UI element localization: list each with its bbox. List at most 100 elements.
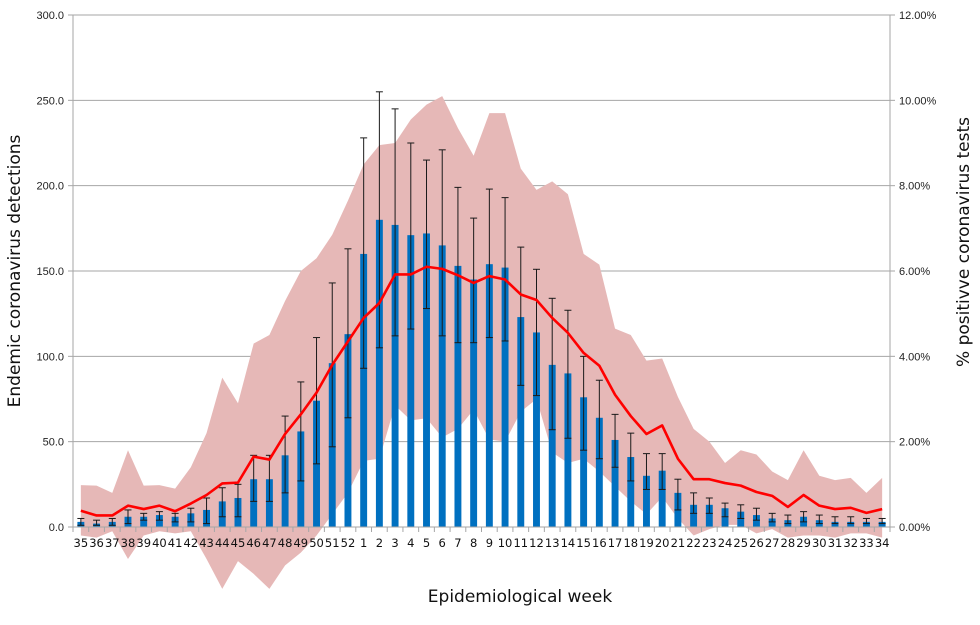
bar (580, 397, 588, 527)
bar (517, 317, 525, 527)
y-tick-label: 300.0 (36, 10, 64, 22)
x-tick-label: 14 (561, 536, 576, 550)
x-tick-label: 21 (671, 536, 686, 550)
x-tick-label: 28 (781, 536, 796, 550)
x-tick-label: 43 (199, 536, 214, 550)
detection-error-bars (77, 91, 886, 526)
bar (627, 457, 635, 527)
x-tick-label: 40 (152, 536, 167, 550)
y2-tick-label: 10.00% (899, 95, 937, 107)
bar (752, 515, 760, 527)
x-tick-label: 46 (246, 536, 261, 550)
x-tick-label: 31 (828, 536, 843, 550)
x-tick-label: 13 (545, 536, 560, 550)
x-tick-label: 10 (498, 536, 513, 550)
x-tick-label: 41 (168, 536, 183, 550)
bar (501, 267, 509, 527)
bar (454, 265, 462, 527)
x-tick-label: 39 (136, 536, 151, 550)
x-tick-label: 34 (875, 536, 890, 550)
y-tick-label: 0.0 (49, 522, 64, 534)
x-tick-label: 25 (733, 536, 748, 550)
x-tick-label: 19 (639, 536, 654, 550)
bar (595, 417, 603, 527)
bar (360, 253, 368, 527)
bar (658, 470, 666, 527)
x-tick-label: 27 (765, 536, 780, 550)
right-axis-ticks: 0.00% 2.00% 4.00% 6.00% 8.00% 10.00% 12.00% (890, 10, 937, 534)
x-tick-label: 48 (278, 536, 293, 550)
y-tick-label: 200.0 (36, 181, 64, 193)
x-tick-label: 24 (718, 536, 733, 550)
x-tick-label: 32 (843, 536, 858, 550)
bar (878, 521, 886, 527)
x-tick-label: 3 (391, 536, 398, 550)
bar (533, 332, 540, 527)
bar (265, 479, 273, 527)
x-tick-label: 20 (655, 536, 670, 550)
x-tick-label: 47 (262, 536, 277, 550)
x-tick-label: 16 (592, 536, 607, 550)
x-tick-label: 50 (309, 536, 324, 550)
bar (391, 224, 399, 528)
x-tick-label: 51 (325, 536, 340, 550)
bar (690, 504, 698, 527)
bar (485, 264, 493, 527)
bar (705, 504, 713, 527)
y2-axis-title: % positivve coronavirus tests (954, 117, 974, 367)
bar (470, 279, 478, 527)
bar (344, 334, 352, 527)
x-tick-label: 33 (859, 536, 874, 550)
x-tick-label: 4 (407, 536, 414, 550)
x-tick-label: 9 (486, 536, 493, 550)
y-tick-label: 150.0 (36, 266, 64, 278)
y2-tick-label: 8.00% (899, 181, 930, 193)
y2-tick-label: 4.00% (899, 351, 930, 363)
y-tick-label: 250.0 (36, 95, 64, 107)
y2-tick-label: 12.00% (899, 10, 937, 22)
bar (140, 516, 148, 527)
x-tick-label: 38 (121, 536, 136, 550)
left-axis-ticks: 0.0 50.0 100.0 150.0 200.0 250.0 300.0 (36, 10, 73, 534)
x-tick-label: 37 (105, 536, 120, 550)
bar (375, 219, 383, 528)
x-tick-label: 17 (608, 536, 623, 550)
x-tick-label: 2 (376, 536, 383, 550)
bar (862, 521, 870, 527)
x-axis-ticks: 35 36 37 38 39 40 41 42 43 44 45 46 47 48 49 50 51 52 1 2 3 4… (72, 527, 891, 550)
y-axis-title: Endemic coronavirus detections (5, 135, 25, 408)
y2-tick-label: 2.00% (899, 437, 930, 449)
bar (423, 233, 430, 527)
y2-tick-label: 6.00% (899, 266, 930, 278)
x-tick-label: 44 (215, 536, 230, 550)
x-tick-label: 49 (293, 536, 308, 550)
y-tick-label: 100.0 (36, 351, 64, 363)
x-tick-label: 23 (702, 536, 717, 550)
x-tick-label: 15 (576, 536, 591, 550)
bar (721, 508, 729, 527)
x-tick-label: 36 (89, 536, 104, 550)
x-tick-label: 45 (231, 536, 246, 550)
x-tick-label: 18 (623, 536, 638, 550)
bar (847, 521, 855, 527)
x-tick-label: 5 (423, 536, 430, 550)
x-axis-title: Epidemiological week (428, 587, 613, 607)
x-tick-label: 7 (454, 536, 461, 550)
x-tick-label: 35 (74, 536, 89, 550)
x-tick-label: 42 (184, 536, 199, 550)
positivity-line (80, 265, 883, 517)
y-tick-label: 50.0 (43, 437, 64, 449)
range-band-area (80, 96, 883, 589)
bar (564, 373, 572, 527)
bar (155, 515, 163, 527)
bar (611, 439, 619, 527)
x-tick-label: 6 (439, 536, 446, 550)
bar (250, 479, 258, 527)
bar (768, 518, 776, 527)
bar (407, 235, 415, 527)
x-tick-label: 11 (513, 536, 528, 550)
x-tick-label: 12 (529, 536, 544, 550)
x-tick-label: 1 (360, 536, 367, 550)
bar (643, 475, 650, 527)
